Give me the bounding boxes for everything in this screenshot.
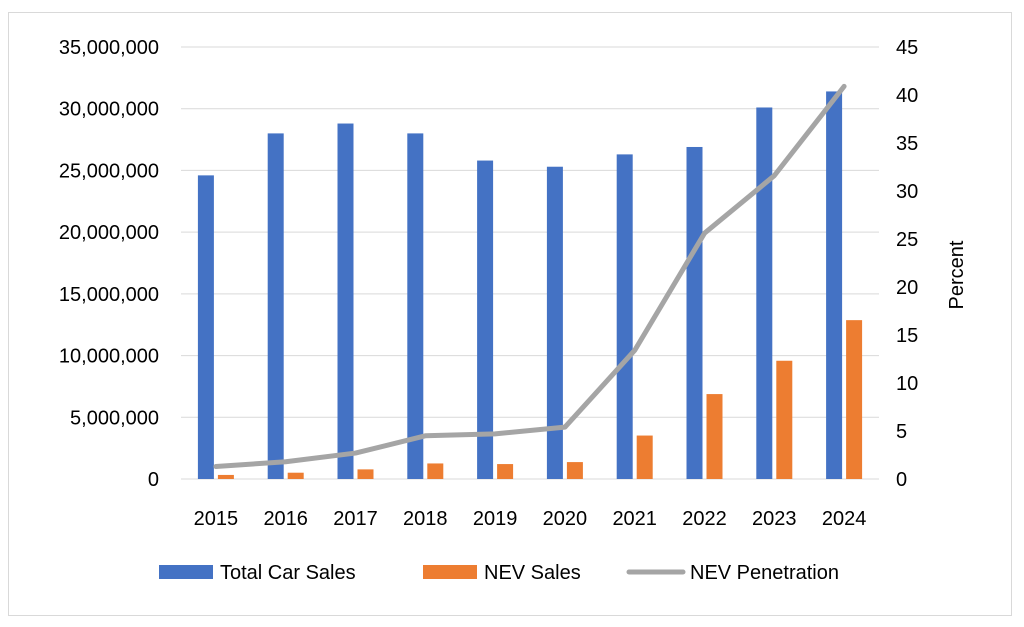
left-tick-label: 30,000,000 [59,99,159,121]
right-tick-label: 5 [896,421,907,443]
bars [197,91,863,480]
total-car-sales-bar [407,133,424,479]
right-tick-label: 20 [896,277,918,299]
x-axis-ticks: 2015 2016 2017 2018 2019 2020 2021 2022 2023 2024 [194,508,867,530]
total-car-sales-bar [197,175,214,479]
left-tick-label: 15,000,000 [59,284,159,306]
legend-label: NEV Sales [484,562,581,584]
legend-label: NEV Penetration [690,562,839,584]
right-tick-label: 40 [896,85,918,107]
nev-sales-bar [497,464,514,479]
left-axis-ticks: 0 5,000,000 10,000,000 15,000,000 20,000,000… [59,37,159,491]
x-tick-label: 2024 [822,508,867,530]
x-tick-label: 2021 [612,508,657,530]
x-tick-label: 2020 [543,508,588,530]
right-tick-label: 30 [896,181,918,203]
total-car-sales-bar [616,154,633,479]
legend: Total Car Sales NEV Sales NEV Penetration [159,562,839,584]
left-tick-label: 35,000,000 [59,37,159,59]
x-tick-label: 2023 [752,508,797,530]
total-car-sales-bar [546,166,563,479]
x-tick-label: 2016 [263,508,308,530]
left-tick-label: 25,000,000 [59,160,159,182]
right-tick-label: 15 [896,325,918,347]
total-car-sales-bar [477,160,494,479]
right-tick-label: 25 [896,229,918,251]
nev-sales-bar [427,463,444,479]
gridlines [181,46,879,480]
nev-sales-bar [846,320,863,479]
nev-sales-bar [287,472,304,479]
combo-chart: 0 5,000,000 10,000,000 15,000,000 20,000,000… [59,37,968,584]
legend-label: Total Car Sales [220,562,356,584]
right-tick-label: 35 [896,133,918,155]
penetration-line [213,83,847,470]
total-car-sales-bar [337,123,354,480]
nev-sales-bar [776,360,793,479]
left-tick-label: 10,000,000 [59,346,159,368]
nev-sales-bar [217,474,234,479]
right-tick-label: 0 [896,469,907,491]
legend-swatch [423,565,477,579]
total-car-sales-bar [686,146,703,479]
nev-sales-bar [357,469,374,479]
nev-sales-bar [706,394,723,479]
left-tick-label: 20,000,000 [59,222,159,244]
right-tick-label: 45 [896,37,918,59]
nev-penetration-line [213,83,847,470]
nev-sales-bar [636,435,653,479]
right-axis-label: Percent [946,240,968,309]
nev-sales-bar [566,462,583,479]
total-car-sales-bar [267,133,284,479]
left-tick-label: 5,000,000 [70,407,159,429]
left-tick-label: 0 [148,469,159,491]
x-tick-label: 2022 [682,508,727,530]
chart-frame: 0 5,000,000 10,000,000 15,000,000 20,000,000… [8,12,1012,616]
x-tick-label: 2017 [333,508,378,530]
x-tick-label: 2019 [473,508,518,530]
right-axis-ticks: 0 5 10 15 20 25 30 35 40 45 [896,37,918,491]
legend-swatch [159,565,213,579]
x-tick-label: 2015 [194,508,239,530]
total-car-sales-bar [826,91,843,479]
x-tick-label: 2018 [403,508,448,530]
right-tick-label: 10 [896,373,918,395]
total-car-sales-bar [756,107,773,479]
